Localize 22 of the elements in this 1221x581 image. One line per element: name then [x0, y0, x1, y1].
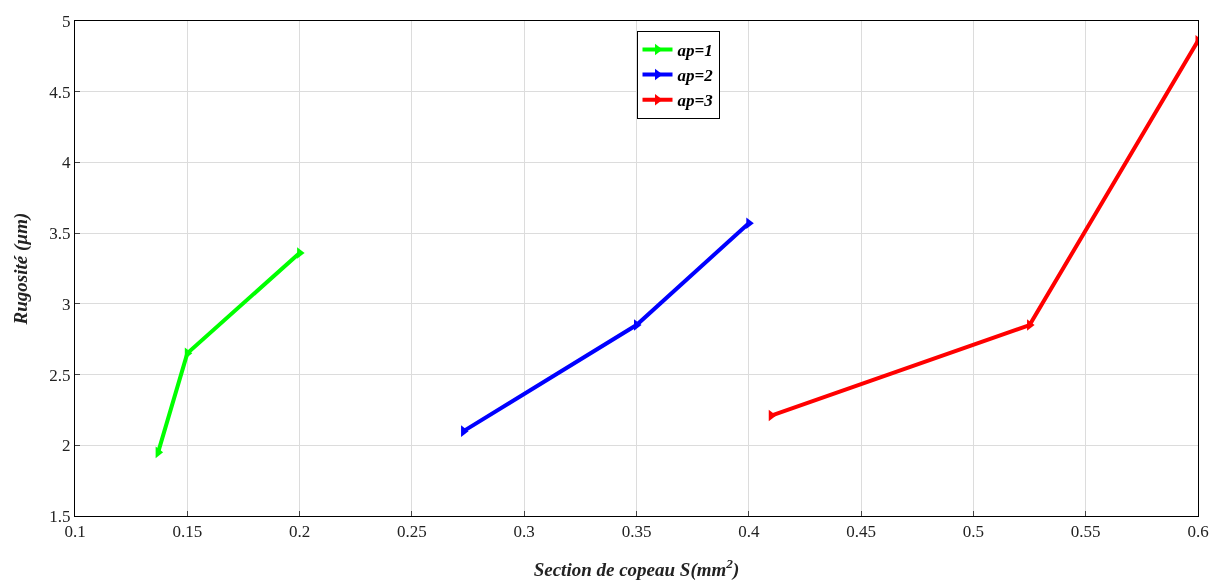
x-tick-label: 0.25: [397, 522, 427, 542]
y-tick-label: 4: [62, 153, 72, 173]
x-tick-label: 0.55: [1070, 522, 1101, 542]
x-tick-label: 0.4: [738, 522, 760, 542]
x-axis-title: Section de copeau S(mm$^{2}$): [533, 556, 740, 581]
y-axis-title: Rugosité (µm): [10, 212, 32, 326]
x-tick-label: 0.15: [172, 522, 203, 542]
legend-label: ap=2: [677, 66, 714, 86]
x-tick-label: 0.5: [962, 522, 985, 542]
y-tick-label: 5: [62, 11, 71, 31]
x-tick-label: 0.2: [288, 522, 311, 542]
legend-label: ap=3: [677, 91, 714, 111]
x-tick-label: 0.3: [513, 522, 535, 542]
x-tick-label: 0.6: [1187, 522, 1209, 542]
y-tick-label: 3.5: [49, 224, 71, 244]
y-tick-label: 3: [62, 294, 71, 314]
x-tick-label: 0.45: [846, 522, 876, 542]
y-tick-label: 4.5: [49, 82, 71, 102]
y-tick-label: 2.5: [49, 365, 71, 385]
legend-label: ap=1: [677, 41, 713, 61]
y-tick-label: 2: [62, 436, 71, 456]
x-tick-label: 0.35: [621, 522, 652, 542]
